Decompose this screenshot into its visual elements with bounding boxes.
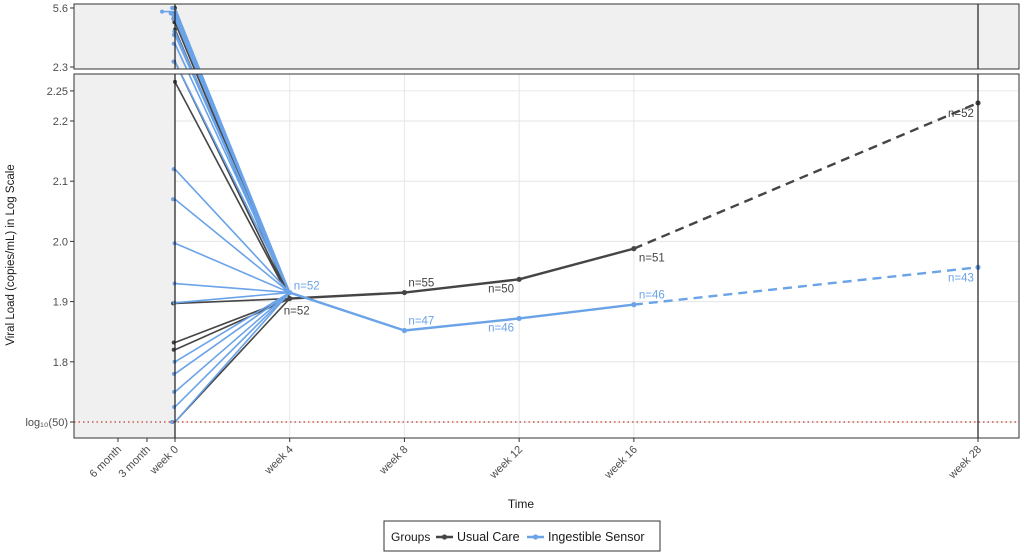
baseline-point [171,13,176,18]
data-point [401,289,408,296]
y-tick-label: 1.9 [53,297,68,309]
top-panel-border [73,3,1020,70]
x-tick-label: week 16 [602,444,640,482]
legend: Groups Usual Care Ingestible Sensor [383,520,661,552]
main-panel-border [73,73,1020,439]
n-label: n=46 [488,322,514,334]
spoke-line [174,297,290,305]
legend-box [383,520,661,552]
x-tick-label: week 0 [147,444,181,478]
data-point [516,315,522,322]
data-point [401,327,408,334]
n-label: n=46 [639,290,665,302]
n-label-end: n=52 [948,108,974,120]
legend-title: Groups [391,530,430,544]
y-tick-label: 2.1 [53,176,68,188]
panel-gap [73,69,1020,74]
spoke-line [174,291,291,393]
spoke-line [174,81,291,299]
y-tick-label: 2.3 [53,62,68,74]
y-tick-label: 5.6 [53,3,68,15]
series-dashed-line [633,266,979,306]
spoke-line [174,291,291,375]
legend-label: Usual Care [457,530,520,544]
y-tick-label: 2.2 [53,116,68,128]
series-dashed-line [633,101,979,250]
spoke-line [174,43,291,293]
spoke-line [174,198,291,294]
spoke-line [174,291,291,363]
spoke-line [174,297,291,351]
baseline-point [171,197,176,202]
data-point [287,289,293,296]
spoke-line [174,168,291,294]
series-solid-line [289,291,635,332]
legend-key-point [441,534,448,540]
data-point [631,302,637,308]
spoke-line [174,292,291,408]
x-tick-label: week 8 [377,444,411,478]
x-axis-title: Time [508,497,535,511]
top-panel-bg [74,4,1019,69]
n-label: n=50 [488,283,514,295]
x-tick-label: week 4 [262,444,296,478]
baseline-point [170,6,175,10]
n-label: n=47 [408,315,434,327]
panels [74,4,1019,438]
series-lines [73,6,1020,424]
legend-label: Ingestible Sensor [548,530,645,544]
baseline-point [170,420,175,424]
data-point [287,295,293,302]
y-tick-label: 2.0 [53,236,68,248]
labels: n=52 n=55 n=50 n=51 n=52 n=52 n=47 n=46 n=46 n=43 [284,108,974,335]
y-tick-label: log₁₀(50) [25,417,68,429]
y-tick-label: 2.25 [47,86,68,98]
spoke-line [174,282,290,294]
spoke-line [174,292,291,423]
data-point [516,276,522,282]
legend-key-point [532,534,539,540]
series-solid-line [289,247,635,300]
y-axis-title: Viral Load (copies/mL) in Log Scale [5,164,17,345]
x-tick-label: week 12 [487,444,525,482]
spoke-line [174,11,291,293]
x-tick-label: week 28 [946,444,984,482]
x-tick-label: 3 month [117,444,154,481]
spoke-line [174,61,291,293]
spoke-line [174,242,291,294]
n-label: n=52 [284,306,310,318]
n-label-end: n=43 [948,272,974,284]
gridlines [175,74,1019,438]
y-tick-label: 1.8 [53,357,68,369]
baseline-shade [74,74,175,438]
n-label: n=52 [294,281,320,293]
n-label: n=55 [408,278,434,290]
spoke-line [174,291,290,304]
n-label: n=51 [639,253,665,265]
baseline-point [160,9,165,14]
data-point [631,246,637,252]
